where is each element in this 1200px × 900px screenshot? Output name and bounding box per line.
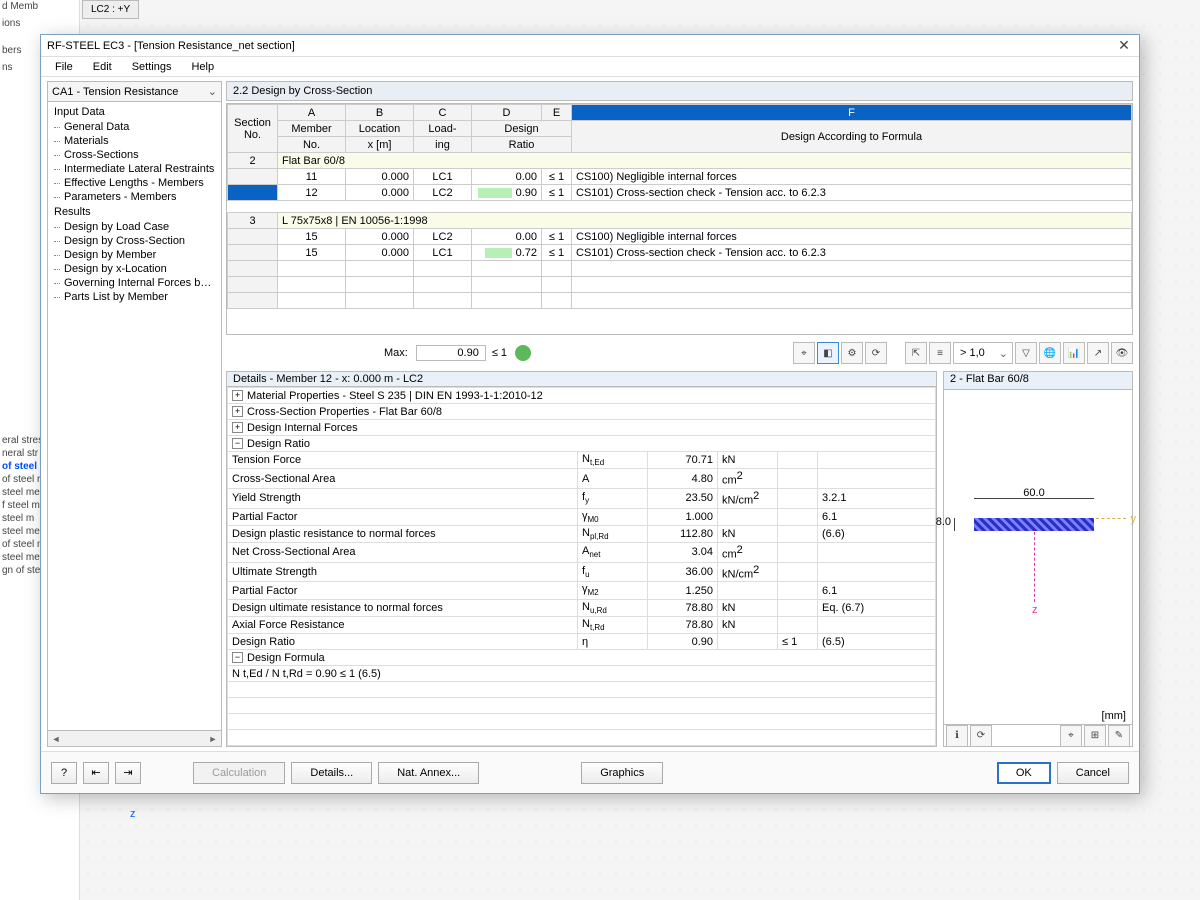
info-icon[interactable]: ℹ — [946, 725, 968, 747]
y-axis-icon — [1096, 518, 1126, 519]
tool-icon[interactable]: ↗ — [1087, 342, 1109, 364]
tool-icon[interactable]: 🌐 — [1039, 342, 1061, 364]
nav-header-results: Results — [48, 204, 221, 220]
tool-icon[interactable]: ⇱ — [905, 342, 927, 364]
details-header: Details - Member 12 - x: 0.000 m - LC2 — [227, 372, 936, 387]
section-shape — [974, 518, 1094, 531]
menubar: File Edit Settings Help — [41, 57, 1139, 77]
titlebar[interactable]: RF-STEEL EC3 - [Tension Resistance_net s… — [41, 35, 1139, 57]
section-label: Flat Bar 60/8 — [278, 153, 1132, 169]
close-icon[interactable]: ✕ — [1115, 37, 1133, 54]
menu-help[interactable]: Help — [181, 59, 224, 75]
tool-icon[interactable]: ✎ — [1108, 725, 1130, 747]
calculation-button[interactable]: Calculation — [193, 762, 285, 784]
tool-icon[interactable]: ▽ — [1015, 342, 1037, 364]
menu-settings[interactable]: Settings — [122, 59, 182, 75]
max-value: 0.90 — [416, 345, 486, 361]
menu-file[interactable]: File — [45, 59, 83, 75]
details-group[interactable]: +Design Internal Forces — [228, 420, 936, 436]
nav-tree[interactable]: Input Data General Data Materials Cross-… — [48, 102, 221, 730]
filter-combo[interactable]: > 1,0 — [953, 342, 1013, 364]
nav-item[interactable]: Governing Internal Forces by M — [48, 276, 221, 290]
nav-item[interactable]: General Data — [48, 120, 221, 134]
tool-icon[interactable]: ⟳ — [970, 725, 992, 747]
nav-hscroll[interactable]: ◄► — [48, 730, 221, 746]
background-tab[interactable]: LC2 : +Y — [82, 0, 139, 19]
tool-icon[interactable]: ⚙ — [841, 342, 863, 364]
ok-button[interactable]: OK — [997, 762, 1051, 784]
nat-annex-button[interactable]: Nat. Annex... — [378, 762, 479, 784]
max-cond: ≤ 1 — [492, 347, 507, 359]
section-no: 2 — [228, 153, 278, 169]
cross-section-view: 2 - Flat Bar 60/8 60.0 8.0 [mm] ℹ ⟳ ⌖ — [943, 371, 1133, 747]
detail-row: Design ultimate resistance to normal for… — [228, 599, 936, 616]
dialog-footer: ? ⇤ ⇥ Calculation Details... Nat. Annex.… — [41, 751, 1139, 793]
table-row: 150.000LC2 0.00≤ 1CS100) Negligible inte… — [228, 229, 1132, 245]
tool-icon[interactable]: ⟳ — [865, 342, 887, 364]
tool-icon[interactable]: ⊞ — [1084, 725, 1106, 747]
table-row: 150.000LC1 0.72≤ 1CS101) Cross-section c… — [228, 245, 1132, 261]
table-row: 110.000LC1 0.00≤ 1CS100) Negligible inte… — [228, 169, 1132, 185]
detail-row: Design Ratioη0.90≤ 1(6.5) — [228, 634, 936, 650]
tool-icon[interactable]: ◧ — [817, 342, 839, 364]
details-group[interactable]: −Design Formula — [228, 650, 936, 666]
nav-item[interactable]: Intermediate Lateral Restraints — [48, 162, 221, 176]
tool-icon[interactable]: 👁 — [1111, 342, 1133, 364]
prev-button[interactable]: ⇤ — [83, 762, 109, 784]
results-grid[interactable]: SectionNo. ABCDEF MemberLocationLoad-Des… — [226, 103, 1133, 335]
detail-row: Axial Force ResistanceNt,Rd78.80kN — [228, 616, 936, 633]
nav-item[interactable]: Effective Lengths - Members — [48, 176, 221, 190]
detail-row: Design plastic resistance to normal forc… — [228, 525, 936, 542]
max-label: Max: — [384, 347, 408, 359]
help-button[interactable]: ? — [51, 762, 77, 784]
csview-title: 2 - Flat Bar 60/8 — [944, 372, 1132, 390]
detail-row: Yield Strengthfy23.50kN/cm23.2.1 — [228, 489, 936, 509]
unit-label: [mm] — [1102, 710, 1126, 722]
tool-icon[interactable]: ⌖ — [1060, 725, 1082, 747]
nav-item[interactable]: Cross-Sections — [48, 148, 221, 162]
next-button[interactable]: ⇥ — [115, 762, 141, 784]
table-row-selected: 120.000LC2 0.90≤ 1CS101) Cross-section c… — [228, 185, 1132, 201]
detail-row: Ultimate Strengthfu36.00kN/cm2 — [228, 562, 936, 582]
detail-row: Tension ForceNt,Ed70.71kN — [228, 452, 936, 469]
details-button[interactable]: Details... — [291, 762, 372, 784]
rfsteel-dialog: RF-STEEL EC3 - [Tension Resistance_net s… — [40, 34, 1140, 794]
nav-item[interactable]: Design by Cross-Section — [48, 234, 221, 248]
details-group[interactable]: −Design Ratio — [228, 436, 936, 452]
details-panel: Details - Member 12 - x: 0.000 m - LC2 +… — [226, 371, 937, 747]
nav-item[interactable]: Design by Member — [48, 248, 221, 262]
graphics-button[interactable]: Graphics — [581, 762, 663, 784]
nav-item[interactable]: Design by Load Case — [48, 220, 221, 234]
details-group[interactable]: +Cross-Section Properties - Flat Bar 60/… — [228, 404, 936, 420]
navigator: CA1 - Tension Resistance⌄ Input Data Gen… — [47, 81, 222, 747]
grid-toolbar: Max: 0.90 ≤ 1 ⌖ ◧ ⚙ ⟳ ⇱ ≡ > 1,0 ▽ 🌐 📊 ↗ … — [226, 341, 1133, 365]
detail-row: Partial FactorγM01.0006.1 — [228, 508, 936, 525]
detail-row: Cross-Sectional AreaA4.80cm2 — [228, 469, 936, 489]
load-case-combo[interactable]: CA1 - Tension Resistance⌄ — [48, 82, 221, 102]
nav-header-input: Input Data — [48, 104, 221, 120]
details-group[interactable]: +Material Properties - Steel S 235 | DIN… — [228, 388, 936, 404]
detail-row: Net Cross-Sectional AreaAnet3.04cm2 — [228, 543, 936, 563]
detail-row: Partial FactorγM21.2506.1 — [228, 582, 936, 599]
window-title: RF-STEEL EC3 - [Tension Resistance_net s… — [47, 40, 295, 52]
tool-icon[interactable]: ⌖ — [793, 342, 815, 364]
status-ok-icon — [515, 345, 531, 361]
tool-icon[interactable]: 📊 — [1063, 342, 1085, 364]
nav-item[interactable]: Design by x-Location — [48, 262, 221, 276]
nav-item[interactable]: Parameters - Members — [48, 190, 221, 204]
tool-icon[interactable]: ≡ — [929, 342, 951, 364]
cancel-button[interactable]: Cancel — [1057, 762, 1129, 784]
nav-item[interactable]: Materials — [48, 134, 221, 148]
z-axis-icon — [1034, 532, 1035, 602]
formula-row: N t,Ed / N t,Rd = 0.90 ≤ 1 (6.5) — [228, 666, 936, 682]
panel-title: 2.2 Design by Cross-Section — [226, 81, 1133, 101]
nav-item[interactable]: Parts List by Member — [48, 290, 221, 304]
menu-edit[interactable]: Edit — [83, 59, 122, 75]
